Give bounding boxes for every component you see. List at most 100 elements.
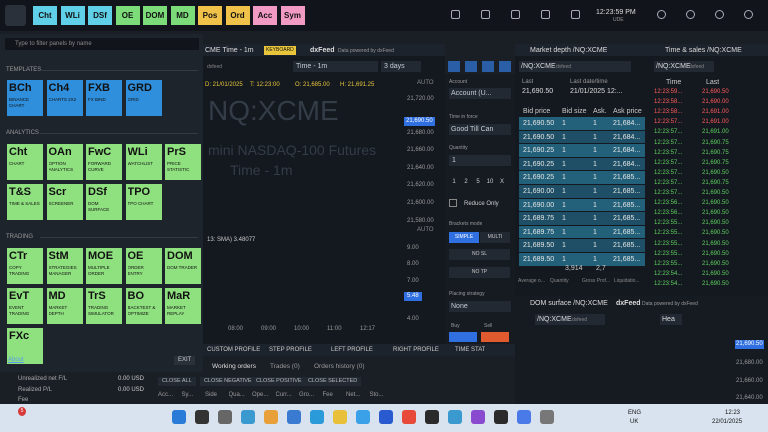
tile-label[interactable]: PRICE STATISTIC: [167, 161, 190, 172]
quick-qty[interactable]: 10: [486, 179, 494, 185]
panel-tile[interactable]: [46, 288, 83, 324]
tile-code[interactable]: MD: [48, 290, 66, 302]
profile-button[interactable]: RIGHT PROFILE: [393, 347, 439, 353]
tile-label[interactable]: STRATEGIES MANAGER: [48, 265, 77, 276]
profile-button[interactable]: STEP PROFILE: [269, 347, 312, 353]
panel-tile[interactable]: [7, 328, 43, 364]
symbol-input[interactable]: /NQ:XCME: [519, 61, 631, 72]
tile-code[interactable]: BO: [127, 290, 145, 302]
tile-code[interactable]: MaR: [167, 290, 191, 302]
tile-label[interactable]: MARKET DEPTH: [48, 305, 68, 316]
toolbar-button[interactable]: Acc: [253, 6, 277, 25]
panel-tile[interactable]: [86, 184, 122, 220]
tile-code[interactable]: CTr: [9, 250, 28, 262]
taskbar-icon[interactable]: [264, 410, 278, 424]
taskbar-icon[interactable]: [172, 410, 186, 424]
view-select[interactable]: Hea: [660, 314, 682, 325]
about-link[interactable]: About: [8, 357, 24, 363]
toolbar-button[interactable]: DOM: [143, 6, 167, 25]
tile-label[interactable]: CHARTS 2X2: [48, 97, 77, 102]
profile-button[interactable]: TIME STAT: [455, 347, 486, 353]
tile-code[interactable]: Scr: [48, 186, 67, 198]
close-button[interactable]: CLOSE SELECTED: [304, 377, 362, 386]
panel-tile[interactable]: [125, 144, 162, 180]
quantity-input[interactable]: 1: [449, 155, 511, 166]
orders-tab[interactable]: Working orders: [212, 363, 256, 370]
icon-screen[interactable]: [541, 10, 550, 19]
tile-label[interactable]: MARKET REPLAY: [167, 305, 186, 316]
chart-tool[interactable]: [482, 61, 494, 72]
tile-code[interactable]: PrS: [167, 146, 186, 158]
taskbar-icon[interactable]: [241, 410, 255, 424]
tile-label[interactable]: SCREENER: [48, 201, 74, 206]
panel-tile[interactable]: [165, 288, 201, 324]
exit-button[interactable]: EXIT: [174, 356, 196, 365]
toolbar-button[interactable]: DSf: [88, 6, 112, 25]
panel-tile[interactable]: [86, 248, 122, 284]
range-select[interactable]: 3 days: [381, 61, 421, 72]
taskbar-icon[interactable]: [425, 410, 439, 424]
panel-tile[interactable]: [86, 288, 122, 324]
tile-label[interactable]: CHART: [9, 161, 25, 166]
tile-code[interactable]: DOM: [167, 250, 193, 262]
icon-lock[interactable]: [451, 10, 460, 19]
tile-code[interactable]: WLi: [127, 146, 148, 158]
tile-code[interactable]: StM: [48, 250, 69, 262]
orders-tab[interactable]: Orders history (0): [314, 363, 365, 370]
tile-label[interactable]: COPY TRADING: [9, 265, 30, 276]
tile-label[interactable]: OPTION ANALYTICS: [48, 161, 74, 172]
panel-tile[interactable]: [86, 80, 122, 116]
toolbar-button[interactable]: Sym: [280, 6, 305, 25]
tile-code[interactable]: FXc: [9, 330, 30, 342]
sell-button[interactable]: [481, 332, 509, 342]
icon-close[interactable]: [744, 10, 753, 19]
tile-code[interactable]: Ch4: [48, 82, 70, 94]
quick-qty[interactable]: X: [499, 179, 504, 185]
taskbar-icon[interactable]: [540, 410, 554, 424]
tile-label[interactable]: DOM TRADER: [167, 265, 198, 270]
tif-select[interactable]: Good Till Can: [449, 124, 511, 135]
search-input[interactable]: Type to filter panels by name: [5, 38, 199, 50]
toolbar-button[interactable]: Cht: [33, 6, 57, 25]
taskbar-icon[interactable]: [333, 410, 347, 424]
taskbar-icon[interactable]: [494, 410, 508, 424]
panel-tile[interactable]: [46, 184, 83, 220]
taskbar-icon[interactable]: [356, 410, 370, 424]
taskbar-icon[interactable]: [517, 410, 531, 424]
tile-label[interactable]: MULTIPLE ORDER: [88, 265, 110, 276]
tile-label[interactable]: TPO CHART: [127, 201, 154, 206]
profile-button[interactable]: CUSTOM PROFILE: [207, 347, 261, 353]
tile-code[interactable]: GRD: [127, 82, 152, 94]
toolbar-button[interactable]: MD: [170, 6, 195, 25]
icon-window[interactable]: [481, 10, 490, 19]
panel-tile[interactable]: [46, 80, 83, 116]
tile-label[interactable]: FX BIND: [88, 97, 106, 102]
sl-button[interactable]: NO SL: [449, 249, 510, 260]
taskbar-icon[interactable]: [287, 410, 301, 424]
timeframe-select[interactable]: Time - 1m: [293, 61, 378, 72]
panel-tile[interactable]: [165, 144, 201, 180]
tile-label[interactable]: WATCHLIST: [127, 161, 154, 166]
tile-label[interactable]: FORWARD CURVE: [88, 161, 111, 172]
panel-tile[interactable]: [46, 144, 83, 180]
icon-settings[interactable]: [571, 10, 580, 19]
checkbox[interactable]: [449, 199, 457, 207]
taskbar-icon[interactable]: [310, 410, 324, 424]
quick-qty[interactable]: 5: [476, 179, 480, 185]
buy-button[interactable]: [449, 332, 477, 342]
panel-tile[interactable]: [86, 144, 122, 180]
bracket-simple[interactable]: SIMPLE: [449, 232, 479, 243]
tile-code[interactable]: T&S: [9, 186, 31, 198]
toolbar-button[interactable]: WLi: [60, 6, 85, 25]
close-button[interactable]: CLOSE POSITIVE: [252, 377, 306, 386]
taskbar-icon[interactable]: [379, 410, 393, 424]
tile-code[interactable]: OE: [127, 250, 144, 262]
toolbar-button[interactable]: Ord: [225, 6, 250, 25]
tile-code[interactable]: TPO: [127, 186, 151, 198]
tile-code[interactable]: EvT: [9, 290, 30, 302]
icon-user[interactable]: [686, 10, 695, 19]
toolbar-button[interactable]: Pos: [198, 6, 222, 25]
profile-button[interactable]: LEFT PROFILE: [331, 347, 373, 353]
symbol-input[interactable]: /NQ:XCME: [654, 61, 714, 72]
toolbar-button[interactable]: OE: [115, 6, 140, 25]
